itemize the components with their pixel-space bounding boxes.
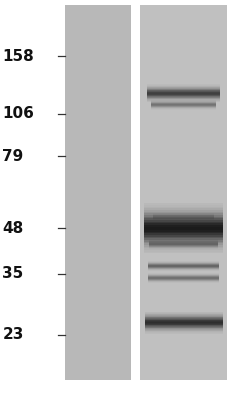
Bar <box>143 213 222 215</box>
Text: 106: 106 <box>2 106 34 121</box>
Bar <box>143 235 222 237</box>
Bar <box>143 245 222 247</box>
Bar <box>144 327 222 328</box>
Bar <box>144 313 222 314</box>
Bar <box>144 328 222 329</box>
Bar <box>146 85 219 86</box>
Bar <box>146 94 219 95</box>
Bar <box>146 100 219 101</box>
Bar <box>143 212 222 213</box>
Bar <box>146 87 219 88</box>
Bar <box>143 223 222 225</box>
Bar <box>146 99 219 100</box>
Bar <box>146 91 219 92</box>
Bar <box>144 330 222 331</box>
Bar <box>144 332 222 333</box>
Bar <box>143 228 222 230</box>
Bar <box>65 5 131 380</box>
Bar <box>144 319 222 320</box>
Bar <box>144 316 222 317</box>
Text: 23: 23 <box>2 327 24 342</box>
Bar <box>143 217 222 218</box>
Bar <box>144 314 222 315</box>
Bar <box>143 203 222 205</box>
Bar <box>146 86 219 87</box>
Text: 48: 48 <box>2 221 23 236</box>
Bar <box>143 225 222 227</box>
Bar <box>143 222 222 223</box>
Bar <box>146 88 219 89</box>
Bar <box>144 315 222 316</box>
Bar <box>144 323 222 324</box>
Bar <box>143 232 222 233</box>
Bar <box>143 227 222 228</box>
Bar <box>143 215 222 217</box>
Bar <box>146 95 219 96</box>
Bar <box>144 326 222 327</box>
Bar <box>144 320 222 321</box>
Bar <box>143 242 222 243</box>
Bar <box>143 220 222 222</box>
Bar <box>140 5 226 380</box>
Bar <box>143 247 222 248</box>
Bar <box>146 90 219 91</box>
Bar <box>146 92 219 93</box>
Bar <box>144 318 222 319</box>
Bar <box>143 238 222 240</box>
Bar <box>144 333 222 334</box>
Bar <box>143 248 222 250</box>
Text: 35: 35 <box>2 266 23 282</box>
Bar <box>143 205 222 207</box>
Bar <box>146 96 219 97</box>
Bar <box>144 321 222 322</box>
Bar <box>146 89 219 90</box>
Bar <box>146 98 219 99</box>
Bar <box>144 322 222 323</box>
Bar <box>143 240 222 242</box>
Bar <box>144 324 222 325</box>
Bar <box>146 101 219 102</box>
Bar <box>146 97 219 98</box>
Bar <box>143 208 222 210</box>
Bar <box>144 329 222 330</box>
Bar <box>143 207 222 208</box>
Bar <box>143 250 222 252</box>
Bar <box>144 325 222 326</box>
Text: 79: 79 <box>2 149 23 164</box>
Bar <box>143 233 222 235</box>
Bar <box>143 252 222 253</box>
Bar <box>143 243 222 245</box>
Bar <box>143 237 222 238</box>
Bar <box>144 312 222 313</box>
Bar <box>146 84 219 85</box>
Bar <box>146 93 219 94</box>
Bar <box>144 331 222 332</box>
Bar <box>143 230 222 232</box>
Bar <box>144 317 222 318</box>
Bar <box>143 210 222 212</box>
Text: 158: 158 <box>2 49 34 64</box>
Bar <box>143 218 222 220</box>
